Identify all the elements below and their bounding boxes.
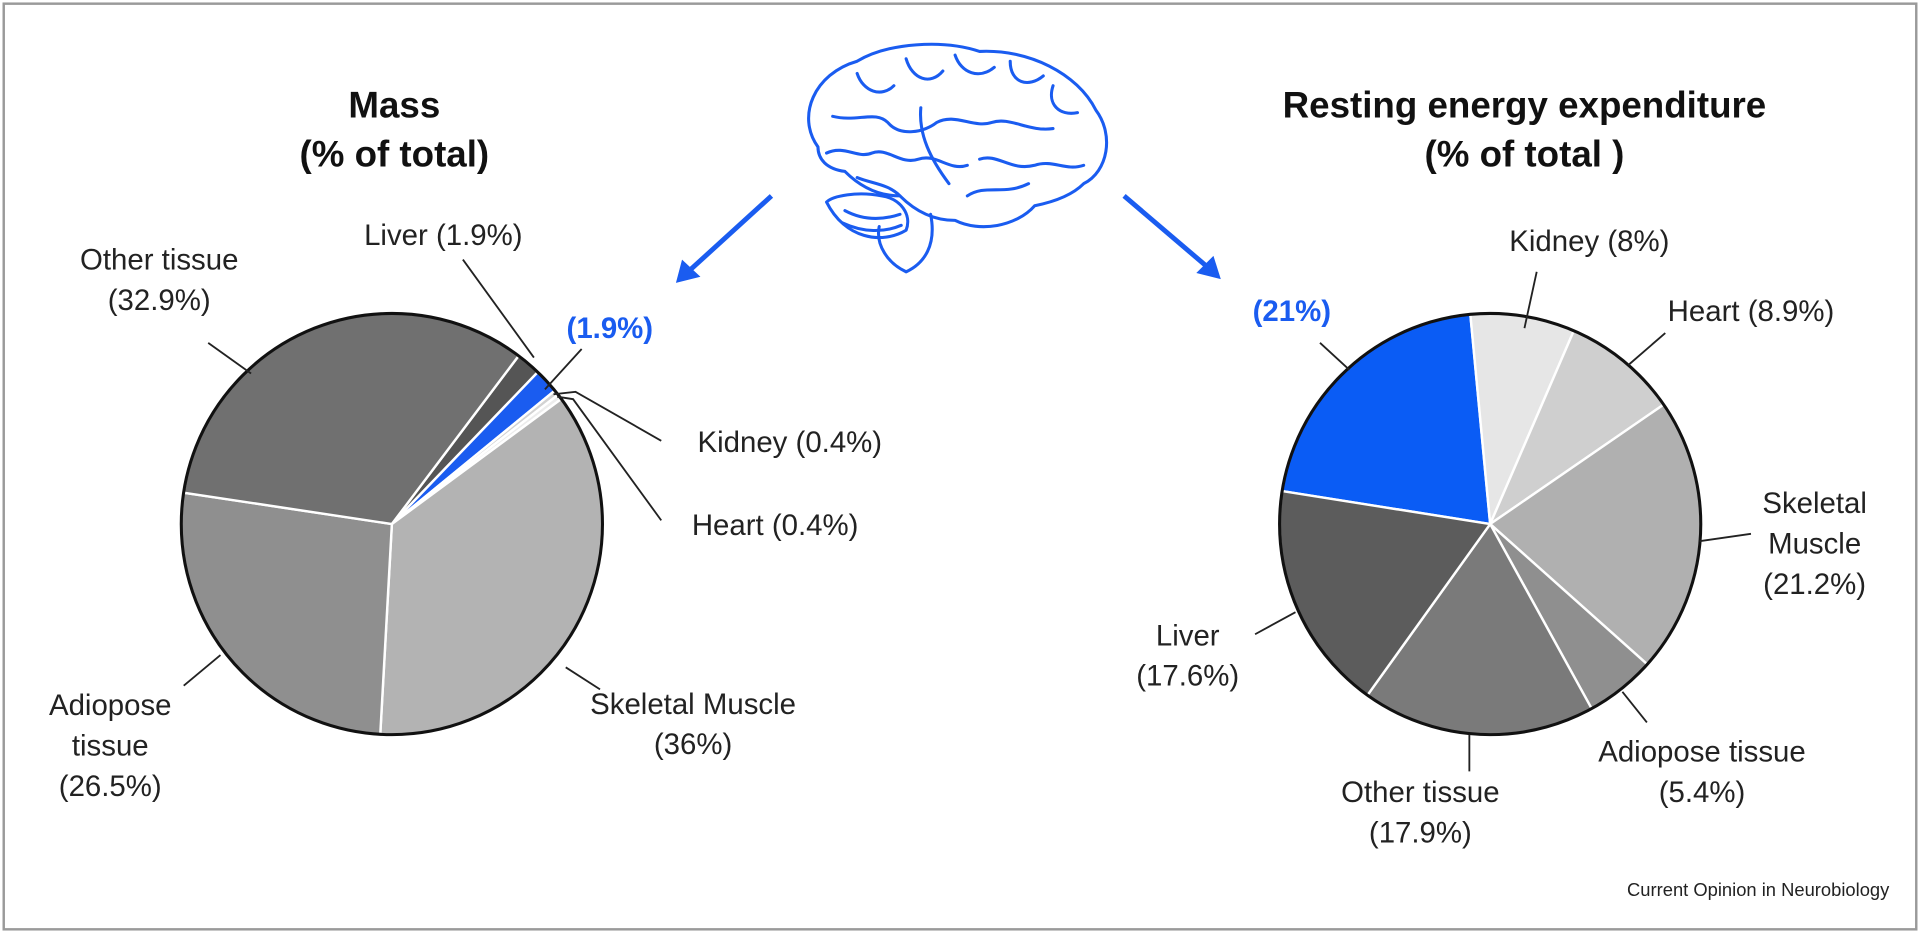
slice-label-box: Other tissue (17.9%) (1286, 773, 1555, 854)
slice-label-box: Kidney (8%) (1455, 222, 1724, 262)
slice-value-label: (8%) (1607, 225, 1670, 259)
leader-line (1254, 611, 1296, 636)
slice-value-label: (17.9%) (1368, 816, 1472, 850)
leader-line (544, 348, 583, 390)
slice-label-box: Liver (1.9%) (296, 215, 590, 255)
leader-line (462, 259, 535, 359)
slice-label-box: Heart (0.4%) (628, 506, 922, 546)
slice-label: Skeletal Muscle (36%) (534, 684, 852, 765)
slice-label: Liver (1.9%) (296, 215, 590, 255)
slice-name: Adiopose tissue (48, 689, 172, 763)
leader-line (207, 342, 252, 375)
slice-value-label: (36%) (653, 728, 733, 762)
slice-name: Other tissue (80, 243, 239, 277)
slice-value-label: (21%) (1252, 295, 1332, 329)
leader-line (553, 390, 662, 442)
source: Current Opinion in Neurobiology (1627, 879, 1890, 900)
slice-label: Other tissue (17.9%) (1286, 773, 1555, 854)
slice-label-box: Liver (17.6%) (1114, 616, 1261, 697)
slice-value-label: (0.4%) (795, 426, 883, 460)
slice-label: Heart (0.4%) (628, 506, 922, 546)
slice-name: Kidney (697, 426, 788, 460)
pie-outline (179, 311, 605, 737)
slice-name: Liver (1155, 619, 1220, 653)
slice-label: Skeletal Muscle (21.2%) (1747, 484, 1882, 605)
slice-label-box: (21%) (1218, 291, 1365, 331)
leader-line (1699, 532, 1752, 543)
slice-value-label: (1.9%) (435, 219, 523, 253)
slice-label: Adiopose tissue (26.5%) (31, 686, 190, 807)
leader-line (1319, 342, 1350, 371)
slice-name: Liver (364, 219, 428, 253)
slice-value-label: (1.9%) (566, 312, 654, 346)
slice-value-label: (17.6%) (1136, 659, 1240, 694)
chart-title: Mass (348, 84, 440, 125)
slice-label-box: Kidney (0.4%) (643, 422, 937, 462)
slice-label: (21%) (1218, 291, 1365, 331)
slice-value-label: (5.4%) (1658, 776, 1746, 810)
slice-name: Kidney (1509, 225, 1600, 259)
slice-label-box: Skeletal Muscle (36%) (534, 684, 852, 765)
slice-name: Heart (691, 509, 764, 543)
slice-label-box: Adiopose tissue (26.5%) (31, 686, 190, 807)
leader-line (565, 666, 601, 691)
slice-label-box: (1.9%) (524, 309, 695, 349)
chart-subtitle: (% of total ) (1425, 133, 1625, 174)
leader-line (1627, 332, 1666, 366)
slice-label: Kidney (0.4%) (643, 422, 937, 462)
brain-icon (807, 42, 1109, 274)
slice-label-box: Adiopose tissue (5.4%) (1543, 732, 1861, 813)
slice-name: Other tissue (1341, 776, 1500, 810)
slice-value-label: (8.9%) (1747, 295, 1835, 329)
chart-title: Resting energy expenditure (1283, 84, 1767, 125)
slice-name: Skeletal Muscle (1762, 487, 1867, 561)
slice-label-box: Heart (8.9%) (1616, 291, 1885, 331)
slice-name: Heart (1667, 295, 1740, 329)
slice-label: Adiopose tissue (5.4%) (1543, 732, 1861, 813)
leader-line (1621, 691, 1648, 723)
leader-line (557, 395, 662, 521)
slice-label: Heart (8.9%) (1616, 291, 1885, 331)
slice-name: Skeletal Muscle (590, 688, 796, 722)
slice-label-box: Other tissue (32.9%) (37, 240, 282, 321)
slice-value-label: (26.5%) (58, 770, 162, 804)
arrows (675, 194, 1221, 283)
slice-value-label: (21.2%) (1763, 568, 1867, 602)
slice-label: Other tissue (32.9%) (37, 240, 282, 321)
chart-subtitle: (% of total) (299, 133, 489, 174)
slice-name: Adiopose tissue (1598, 735, 1806, 769)
slice-value-label: (32.9%) (107, 284, 211, 318)
slice-label: (1.9%) (524, 309, 695, 349)
slice-value-label: (0.4%) (771, 509, 859, 543)
slice-label-box: Skeletal Muscle (21.2%) (1747, 484, 1882, 605)
leader-line (1523, 271, 1538, 329)
slice-label: Liver (17.6%) (1114, 616, 1261, 697)
pie-outline (1278, 311, 1703, 737)
slice-label: Kidney (8%) (1455, 222, 1724, 262)
leader-line (183, 654, 222, 687)
